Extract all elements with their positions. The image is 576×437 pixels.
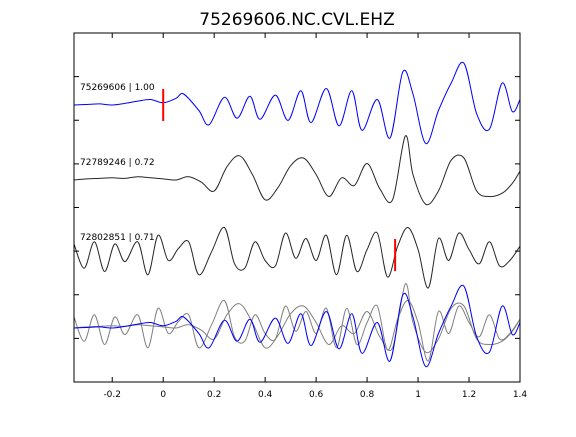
trace-label-0: 75269606 | 1.00 — [80, 83, 155, 93]
x-tick-label-1: 0 — [160, 390, 166, 400]
chart-title: 75269606.NC.CVL.EHZ — [199, 10, 394, 30]
axis-ticks: -0.2 0 0.2 0.4 0.6 0.8 1 1.2 1.4 — [74, 32, 528, 400]
trace-line-2 — [74, 226, 520, 289]
pick-markers — [162, 89, 397, 271]
trace-labels: 75269606 | 1.00 72789246 | 0.72 72802851 |… — [80, 83, 155, 243]
trace-line-4 — [74, 283, 520, 354]
x-tick-label-2: 0.2 — [207, 390, 221, 400]
trace-line-1 — [74, 135, 520, 206]
trace-label-1: 72789246 | 0.72 — [80, 158, 155, 168]
trace-line-5 — [74, 299, 520, 362]
traces-layer — [74, 61, 520, 368]
x-tick-label-4: 0.6 — [309, 390, 324, 400]
x-tick-label-5: 0.8 — [360, 390, 375, 400]
x-tick-label-3: 0.4 — [258, 390, 273, 400]
x-tick-label-8: 1.4 — [513, 390, 528, 400]
x-tick-label-7: 1.2 — [462, 390, 476, 400]
x-tick-label-6: 1 — [415, 390, 421, 400]
trace-line-3 — [74, 284, 520, 368]
trace-label-2: 72802851 | 0.71 — [80, 233, 155, 243]
x-tick-label-0: -0.2 — [103, 390, 121, 400]
trace-line-0 — [74, 61, 520, 145]
